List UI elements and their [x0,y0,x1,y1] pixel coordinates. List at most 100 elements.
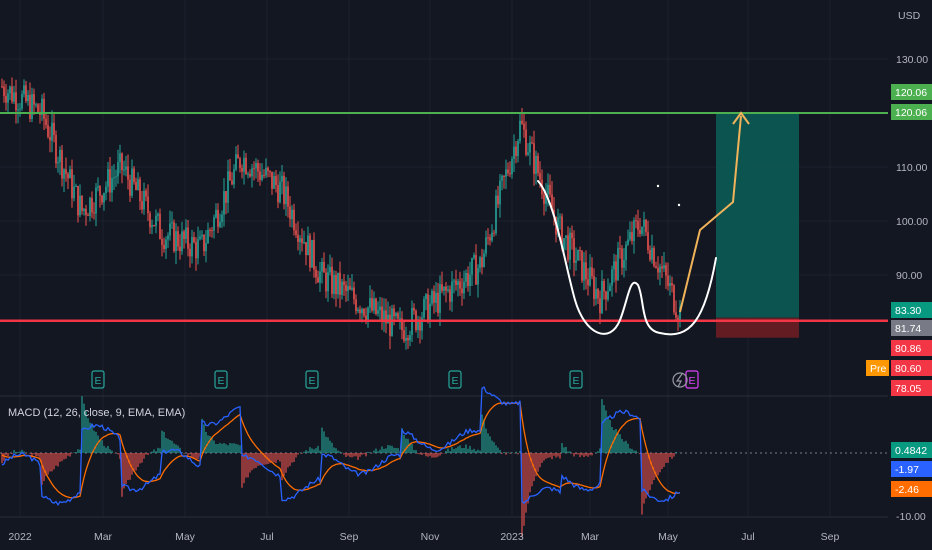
macd-histogram-bar [315,448,317,453]
macd-histogram-bar [175,444,177,453]
candle-body [587,279,589,286]
macd-histogram-bar [405,438,407,453]
macd-histogram-bar [673,453,675,457]
candle-body [621,248,623,268]
candle-body [307,235,309,256]
candle-body [37,104,39,113]
macd-histogram-bar [77,449,79,453]
badge-support-bg [891,320,932,336]
badge-level-c: 80.86 [895,343,921,355]
macd-histogram-bar [395,447,397,453]
candle-body [55,134,57,164]
macd-histogram-bar [545,453,547,459]
candle-body [381,306,383,323]
candle-body [635,220,637,222]
macd-title[interactable]: MACD (12, 26, close, 9, EMA, EMA) [8,407,186,419]
price-scale[interactable]: 130.00 110.00 100.00 90.00 120.06 120.06 83.30… [866,0,932,550]
macd-histogram-bar [319,450,321,453]
macd-histogram-bar [497,447,499,453]
candle-body [311,240,313,268]
badge-resistance-b: 120.06 [895,107,927,119]
candle-body [33,94,35,105]
macd-histogram-bar [475,450,477,453]
candle-body [111,178,113,193]
candle-body [487,237,489,239]
candle-body [295,230,297,235]
candle-body [1,86,3,88]
macd-histogram-bar [57,453,59,467]
candle-body [169,223,171,236]
candle-body [273,176,275,189]
macd-histogram-bar [419,453,421,455]
candle-body [437,292,439,313]
candle-body [443,286,445,291]
time-scale[interactable]: 2022 Mar May Jul Sep Nov 2023 Mar May Jul Sep [8,531,839,543]
candle-body [145,190,147,197]
candle-body [17,109,19,111]
candle-body [591,267,593,277]
macd-histogram-bar [117,453,119,455]
macd-histogram-bar [615,428,617,453]
candle-body [419,319,421,331]
candle-body [337,272,339,295]
macd-histogram-bar [279,453,281,462]
macd-histogram-bar [359,453,361,457]
macd-histogram-bar [181,452,183,453]
candle-body [465,272,467,282]
candle-body [551,194,553,210]
macd-histogram-bar [131,453,133,475]
macd-histogram-bar [39,453,41,461]
candle-body [305,242,307,256]
macd-histogram-bar [311,448,313,453]
candle-body [563,238,565,250]
macd-histogram-bar [317,445,319,453]
candle-body [425,294,427,300]
candle-body [395,313,397,317]
badge-macd: -1.97 [895,464,919,476]
cup-handle-drawing [537,180,717,336]
candle-body [125,166,127,170]
macd-histogram-bar [519,450,521,453]
macd-histogram-bar [257,453,259,466]
macd-histogram-bar [329,440,331,453]
candle-body [517,141,519,156]
macd-histogram-bar [323,431,325,453]
candle-body [495,195,497,234]
badge-last-bg [891,302,932,318]
macd-histogram-bar [305,450,307,453]
pre-label-bg [866,360,889,376]
candle-body [43,98,45,119]
candle-body [177,231,179,247]
macd-histogram-bar [111,450,113,453]
macd-histogram-bar [631,448,633,453]
candle-body [159,213,161,240]
macd-histogram-bar [453,449,455,453]
dividend-icon [672,372,688,388]
candle-body [609,285,611,292]
macd-histogram-bar [541,453,543,463]
lightning-icon [675,373,683,388]
candle-body [35,104,37,106]
macd-histogram-bar [403,434,405,453]
candle-body [639,230,641,234]
macd-histogram-bar [651,453,653,485]
macd-histogram-bar [537,453,539,472]
macd-histogram-bar [79,449,81,453]
candle-body [515,146,517,156]
candle-body [611,269,613,286]
candle-body [565,235,567,239]
macd-histogram-bar [259,453,261,466]
arrow-head [732,111,750,125]
candle-body [99,186,101,196]
projection-arrow [679,115,742,313]
macd-histogram-bar [309,447,311,453]
candle-body [451,281,453,302]
candle-body [359,309,361,314]
macd-histogram-bar [99,439,101,453]
candle-body [47,125,49,137]
candle-body [633,220,635,241]
pre-label: Pre [870,363,887,375]
earnings-marker [91,370,105,389]
macd-histogram-bar [101,440,103,453]
